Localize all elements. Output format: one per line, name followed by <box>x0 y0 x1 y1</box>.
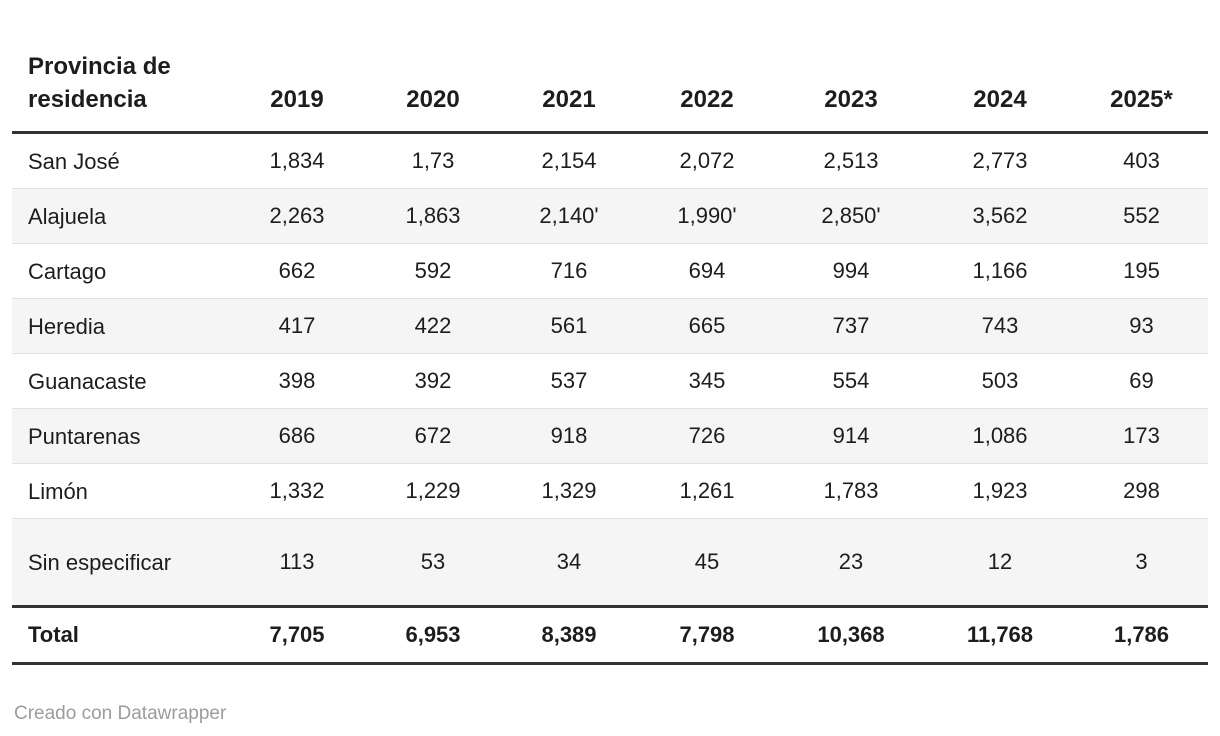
value-cell: 716 <box>501 243 637 299</box>
value-cell: 552 <box>1075 188 1208 244</box>
col-header-2024: 2024 <box>925 50 1075 134</box>
table-row-sin-especificar: Sin especificar 113 53 34 45 23 12 3 <box>12 518 1208 607</box>
value-cell: 69 <box>1075 353 1208 409</box>
value-cell: 503 <box>925 353 1075 409</box>
value-cell: 3,562 <box>925 188 1075 244</box>
value-cell: 1,923 <box>925 463 1075 519</box>
row-label: Heredia <box>12 298 229 354</box>
value-cell: 93 <box>1075 298 1208 354</box>
value-cell: 1,086 <box>925 408 1075 464</box>
table-row-alajuela: Alajuela 2,263 1,863 2,140' 1,990' 2,850… <box>12 188 1208 244</box>
value-cell: 1,261 <box>637 463 777 519</box>
value-cell: 1,783 <box>777 463 925 519</box>
col-header-2021: 2021 <box>501 50 637 134</box>
value-cell: 994 <box>777 243 925 299</box>
total-value-cell: 7,798 <box>637 605 777 665</box>
value-cell: 592 <box>365 243 501 299</box>
row-label: Alajuela <box>12 188 229 244</box>
value-cell: 45 <box>637 518 777 607</box>
value-cell: 743 <box>925 298 1075 354</box>
col-header-2025: 2025* <box>1075 50 1208 134</box>
row-label: Cartago <box>12 243 229 299</box>
datawrapper-credit-link[interactable]: Creado con Datawrapper <box>14 703 227 724</box>
col-header-province: Provincia de residencia <box>12 50 229 134</box>
value-cell: 53 <box>365 518 501 607</box>
table-row-san-jose: San José 1,834 1,73 2,154 2,072 2,513 2,… <box>12 133 1208 189</box>
table-row-cartago: Cartago 662 592 716 694 994 1,166 195 <box>12 243 1208 299</box>
value-cell: 398 <box>229 353 365 409</box>
total-value-cell: 1,786 <box>1075 605 1208 665</box>
value-cell: 12 <box>925 518 1075 607</box>
row-label: Puntarenas <box>12 408 229 464</box>
row-label: Guanacaste <box>12 353 229 409</box>
value-cell: 195 <box>1075 243 1208 299</box>
value-cell: 662 <box>229 243 365 299</box>
value-cell: 2,850' <box>777 188 925 244</box>
total-value-cell: 7,705 <box>229 605 365 665</box>
header-row: Provincia de residencia 2019 2020 2021 2… <box>12 50 1208 134</box>
row-label: Sin especificar <box>12 518 229 607</box>
value-cell: 392 <box>365 353 501 409</box>
value-cell: 1,229 <box>365 463 501 519</box>
value-cell: 1,863 <box>365 188 501 244</box>
total-value-cell: 10,368 <box>777 605 925 665</box>
value-cell: 417 <box>229 298 365 354</box>
value-cell: 686 <box>229 408 365 464</box>
col-header-2019: 2019 <box>229 50 365 134</box>
value-cell: 403 <box>1123 148 1160 173</box>
table-row-guanacaste: Guanacaste 398 392 537 345 554 503 69 <box>12 353 1208 409</box>
provinces-by-year-table: Provincia de residencia 2019 2020 2021 2… <box>12 50 1208 665</box>
total-value-cell: 6,953 <box>365 605 501 665</box>
value-cell: 918 <box>501 408 637 464</box>
value-cell: 2,513 <box>823 148 879 173</box>
total-value-cell: 11,768 <box>925 605 1075 665</box>
value-cell: 1,73 <box>411 148 455 173</box>
row-label: San José <box>28 148 120 174</box>
col-header-2020: 2020 <box>365 50 501 134</box>
value-cell: 665 <box>637 298 777 354</box>
value-cell: 2,072 <box>679 148 735 173</box>
table-row-heredia: Heredia 417 422 561 665 737 743 93 <box>12 298 1208 354</box>
value-cell: 1,990' <box>637 188 777 244</box>
row-label-text: Sin especificar <box>28 549 172 575</box>
value-cell: 23 <box>777 518 925 607</box>
value-cell: 298 <box>1075 463 1208 519</box>
col-header-2023: 2023 <box>777 50 925 134</box>
value-cell: 561 <box>501 298 637 354</box>
value-cell: 2,263 <box>229 188 365 244</box>
total-value-cell: 8,389 <box>501 605 637 665</box>
value-cell: 1,834 <box>269 148 325 173</box>
value-cell: 2,154 <box>541 148 597 173</box>
value-cell: 422 <box>365 298 501 354</box>
table-row-puntarenas: Puntarenas 686 672 918 726 914 1,086 173 <box>12 408 1208 464</box>
value-cell: 113 <box>229 518 365 607</box>
value-cell: 672 <box>365 408 501 464</box>
value-cell: 345 <box>637 353 777 409</box>
table-row-limon: Limón 1,332 1,229 1,329 1,261 1,783 1,92… <box>12 463 1208 519</box>
value-cell: 2,140' <box>501 188 637 244</box>
value-cell: 34 <box>501 518 637 607</box>
value-cell: 737 <box>777 298 925 354</box>
value-cell: 554 <box>777 353 925 409</box>
value-cell: 173 <box>1075 408 1208 464</box>
value-cell: 3 <box>1075 518 1208 607</box>
col-header-2022: 2022 <box>637 50 777 134</box>
total-row: Total 7,705 6,953 8,389 7,798 10,368 11,… <box>12 605 1208 665</box>
row-label: Limón <box>12 463 229 519</box>
value-cell: 726 <box>637 408 777 464</box>
value-cell: 1,329 <box>501 463 637 519</box>
value-cell: 914 <box>777 408 925 464</box>
total-label: Total <box>12 605 229 665</box>
value-cell: 1,332 <box>229 463 365 519</box>
value-cell: 2,773 <box>972 148 1028 173</box>
value-cell: 537 <box>501 353 637 409</box>
value-cell: 1,166 <box>925 243 1075 299</box>
value-cell: 694 <box>637 243 777 299</box>
